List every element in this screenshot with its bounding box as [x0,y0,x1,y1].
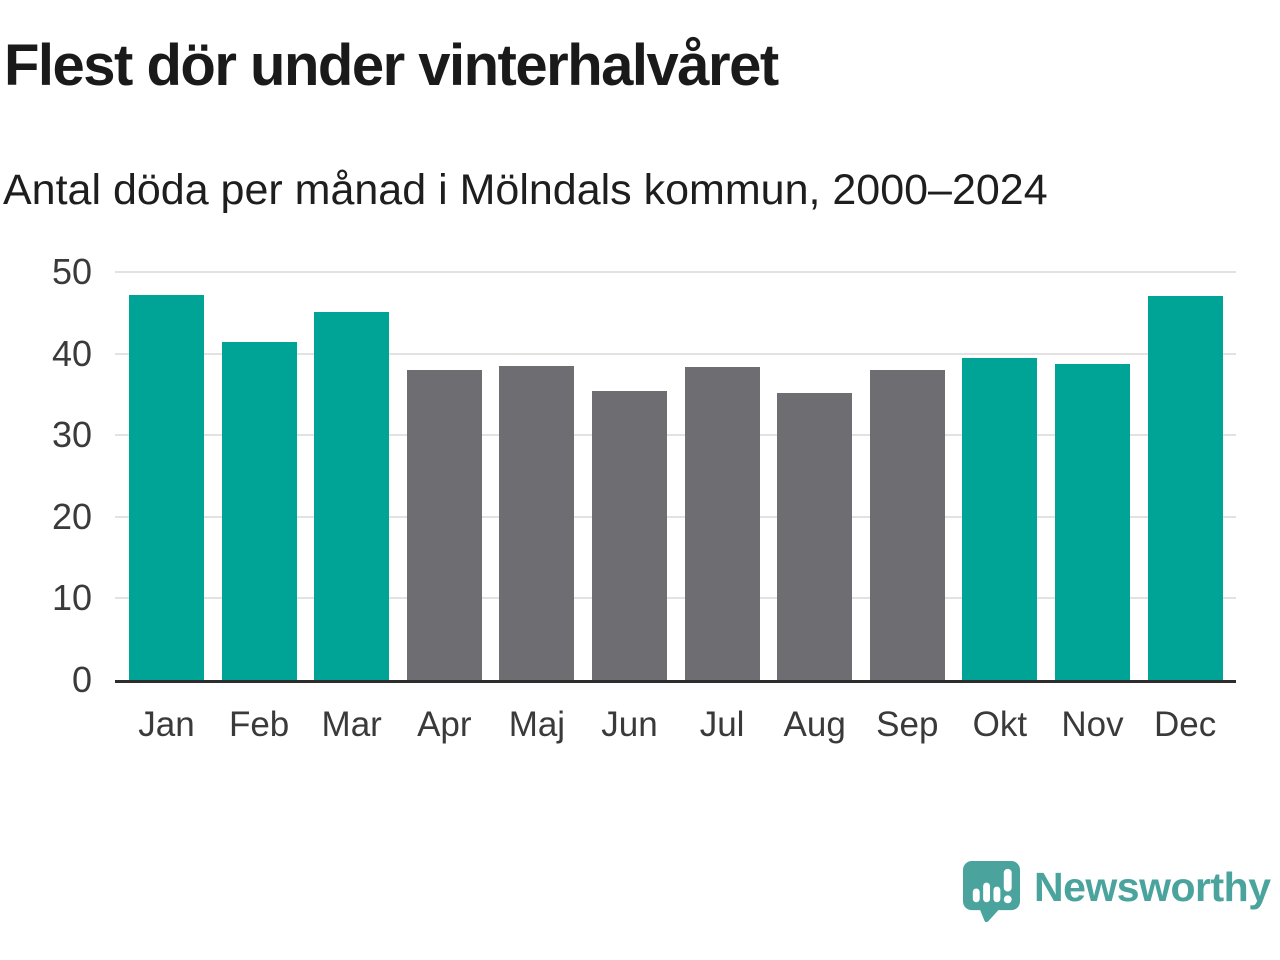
bar-maj [499,365,575,680]
x-tick-label: Okt [972,705,1028,744]
x-tick-label: Apr [417,705,472,744]
x-tick-label: Maj [508,705,566,744]
gridline [115,434,1236,437]
x-tick-label: Feb [228,705,290,744]
gridline [115,597,1236,600]
bar-nov [1055,364,1130,680]
gridline [115,352,1236,355]
newsworthy-logo-icon [962,861,1021,922]
bar-apr [406,369,482,680]
brand-name: Newsworthy [1034,863,1271,910]
bar-jul [684,367,760,680]
chart-title: Flest dör under vinterhalvåret [4,33,779,98]
chart-subtitle: Antal döda per månad i Mölndals kommun, … [3,166,1048,214]
plot-area [115,271,1236,683]
branding: Newsworthy [962,860,1271,922]
x-tick-label: Aug [783,705,846,744]
bar-jun [592,391,667,680]
bar-aug [777,392,853,680]
bar-jan [129,294,204,680]
x-tick-label: Jul [699,705,745,744]
y-tick-label: 50 [51,251,92,292]
x-tick-label: Sep [876,705,939,744]
y-tick-label: 20 [51,495,92,537]
bar-feb [221,342,297,680]
x-tick-label: Jan [138,705,195,744]
x-tick-label: Mar [321,705,382,744]
bar-okt [962,357,1038,680]
y-tick-label: 30 [51,414,92,456]
x-tick-label: Dec [1153,705,1217,744]
bar-mar [314,311,390,680]
x-tick-label: Nov [1061,705,1124,744]
x-axis: Jan Feb Mar Apr Maj Jun Jul Aug Sep Okt Nov Dec [0,703,1280,753]
bar-dec [1147,295,1223,680]
y-tick-label: 40 [51,332,92,374]
y-axis: 0 10 20 30 40 50 [0,0,92,960]
gridline [115,515,1236,518]
x-tick-label: Jun [601,705,658,744]
y-tick-label: 0 [71,659,92,700]
y-tick-label: 10 [51,577,92,619]
bar-sep [869,369,945,680]
gridline [115,271,1236,273]
